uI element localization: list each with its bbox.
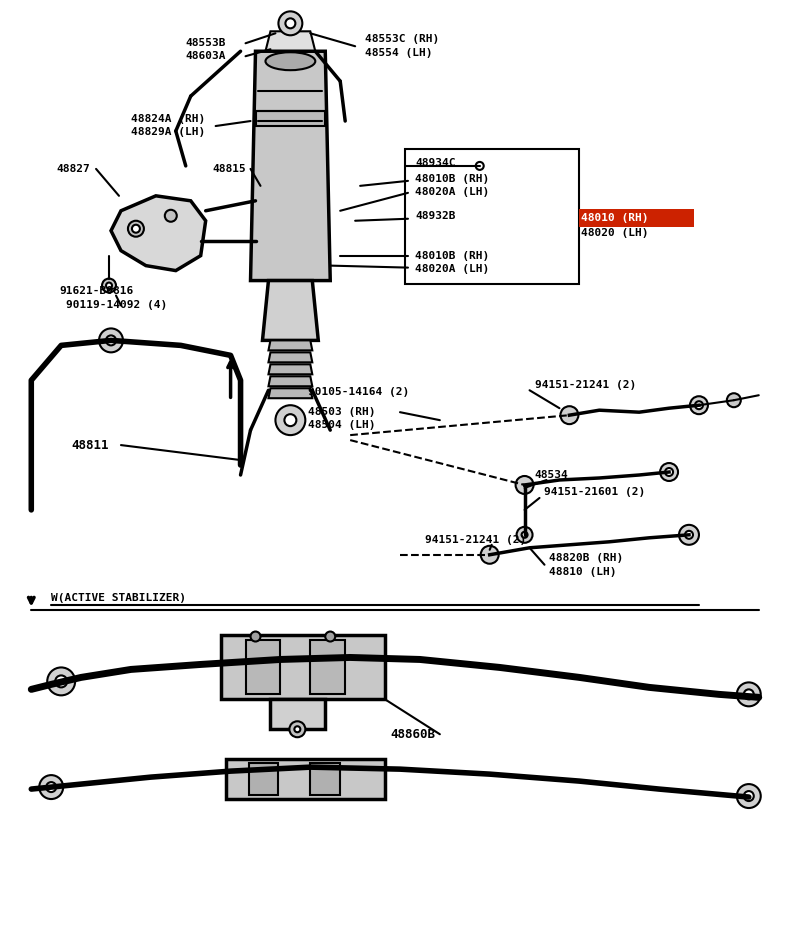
Polygon shape (262, 280, 318, 340)
Ellipse shape (266, 52, 315, 70)
Text: 94151-21241 (2): 94151-21241 (2) (425, 535, 526, 544)
Bar (405, 149, 579, 283)
Circle shape (285, 414, 296, 427)
Circle shape (690, 396, 708, 414)
Bar (246, 639, 281, 694)
Circle shape (561, 407, 578, 424)
Text: 48010 (RH): 48010 (RH) (582, 213, 649, 222)
Circle shape (132, 225, 140, 233)
Circle shape (128, 220, 144, 237)
Circle shape (99, 329, 123, 352)
Text: 91621-B0816: 91621-B0816 (59, 286, 134, 295)
Circle shape (294, 726, 300, 732)
Circle shape (481, 546, 498, 563)
Circle shape (47, 668, 75, 695)
Circle shape (106, 282, 112, 289)
Circle shape (737, 682, 761, 706)
Circle shape (290, 721, 306, 737)
Bar (249, 763, 278, 795)
Bar (226, 759, 385, 799)
Text: 90119-14092 (4): 90119-14092 (4) (66, 300, 167, 311)
Circle shape (727, 393, 741, 408)
Bar (579, 209, 694, 227)
Text: 48503 (RH): 48503 (RH) (308, 408, 376, 417)
Text: 48815: 48815 (213, 164, 246, 174)
Text: 48824A (RH): 48824A (RH) (131, 114, 205, 124)
Text: W(ACTIVE STABILIZER): W(ACTIVE STABILIZER) (51, 593, 186, 602)
Text: 94151-21601 (2): 94151-21601 (2) (545, 487, 646, 497)
Circle shape (165, 210, 177, 221)
Text: 48553C (RH): 48553C (RH) (365, 34, 439, 45)
Text: 48810 (LH): 48810 (LH) (550, 567, 617, 577)
Polygon shape (255, 111, 326, 126)
Bar (310, 639, 345, 694)
Bar (310, 763, 340, 795)
Circle shape (102, 278, 116, 293)
Text: 90105-14164 (2): 90105-14164 (2) (308, 388, 410, 397)
Circle shape (46, 782, 56, 792)
Text: 48020 (LH): 48020 (LH) (582, 228, 649, 238)
Text: 48553B: 48553B (186, 38, 226, 48)
Circle shape (517, 527, 533, 542)
Text: 48020A (LH): 48020A (LH) (415, 187, 489, 197)
Text: 48932B: 48932B (415, 211, 455, 220)
Text: 48811: 48811 (71, 439, 109, 451)
Text: 48020A (LH): 48020A (LH) (415, 263, 489, 274)
Text: 48827: 48827 (56, 164, 90, 174)
Circle shape (685, 531, 693, 539)
Text: 48504 (LH): 48504 (LH) (308, 420, 376, 430)
Polygon shape (269, 389, 312, 398)
Circle shape (326, 632, 335, 641)
Text: 48534: 48534 (534, 470, 568, 480)
Circle shape (737, 784, 761, 808)
Circle shape (278, 11, 302, 35)
Text: 48934C: 48934C (415, 158, 455, 168)
Polygon shape (111, 196, 206, 271)
Bar (221, 635, 385, 699)
Circle shape (660, 463, 678, 481)
Circle shape (695, 401, 703, 409)
Circle shape (250, 632, 261, 641)
Text: 48820B (RH): 48820B (RH) (550, 553, 624, 562)
Text: 48860B: 48860B (390, 728, 435, 741)
Polygon shape (269, 364, 312, 374)
Text: 48010B (RH): 48010B (RH) (415, 174, 489, 184)
Polygon shape (269, 340, 312, 351)
Circle shape (522, 532, 527, 538)
Text: 48554 (LH): 48554 (LH) (365, 48, 433, 58)
Text: 48010B (RH): 48010B (RH) (415, 251, 489, 260)
Circle shape (679, 524, 699, 544)
Circle shape (286, 18, 295, 28)
Text: 48829A (LH): 48829A (LH) (131, 127, 205, 137)
Circle shape (744, 690, 754, 699)
Polygon shape (266, 31, 315, 51)
Circle shape (39, 775, 63, 799)
Polygon shape (269, 376, 312, 387)
Bar (270, 699, 326, 730)
Circle shape (744, 791, 754, 801)
Text: 48603A: 48603A (186, 51, 226, 61)
Polygon shape (250, 51, 330, 280)
Text: 94151-21241 (2): 94151-21241 (2) (534, 380, 636, 390)
Circle shape (106, 335, 116, 346)
Circle shape (476, 162, 484, 170)
Circle shape (515, 476, 534, 494)
Circle shape (55, 675, 67, 688)
Circle shape (275, 406, 306, 435)
Polygon shape (269, 352, 312, 362)
Circle shape (665, 468, 673, 476)
